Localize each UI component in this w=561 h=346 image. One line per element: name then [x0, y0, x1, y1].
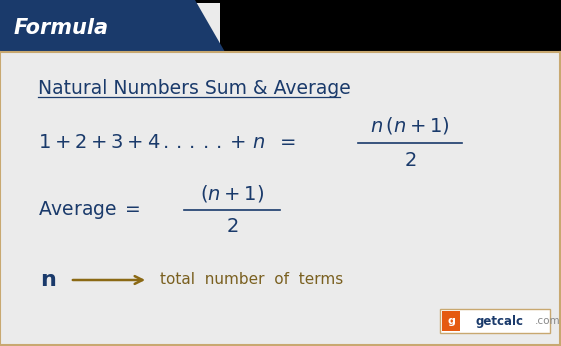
Text: $\mathrm{Average}\;=\;$: $\mathrm{Average}\;=\;$: [38, 199, 141, 221]
Text: total  number  of  terms: total number of terms: [160, 273, 343, 288]
Text: $(\mathit{n}+1)$: $(\mathit{n}+1)$: [200, 182, 264, 203]
Text: getcalc: getcalc: [476, 315, 524, 328]
Text: g: g: [447, 317, 455, 327]
FancyBboxPatch shape: [442, 311, 460, 331]
Text: .com: .com: [535, 316, 560, 326]
Text: $\mathit{n}\,(\mathit{n}+1)$: $\mathit{n}\,(\mathit{n}+1)$: [370, 116, 450, 137]
Text: $2$: $2$: [226, 218, 238, 237]
Bar: [0, 0, 561, 3]
Text: Formula: Formula: [14, 18, 109, 38]
Text: Natural Numbers Sum & Average: Natural Numbers Sum & Average: [38, 79, 351, 98]
Text: $\mathbf{n}$: $\mathbf{n}$: [40, 270, 56, 290]
FancyBboxPatch shape: [440, 309, 550, 333]
Text: $1 + 2 + 3 + 4\,.\,.\,.\,.\,.+\,\mathit{n}\;\;=$: $1 + 2 + 3 + 4\,.\,.\,.\,.\,.+\,\mathit{…: [38, 134, 296, 153]
Polygon shape: [0, 0, 225, 52]
Text: $2$: $2$: [404, 151, 416, 170]
Bar: [220, 0, 561, 52]
